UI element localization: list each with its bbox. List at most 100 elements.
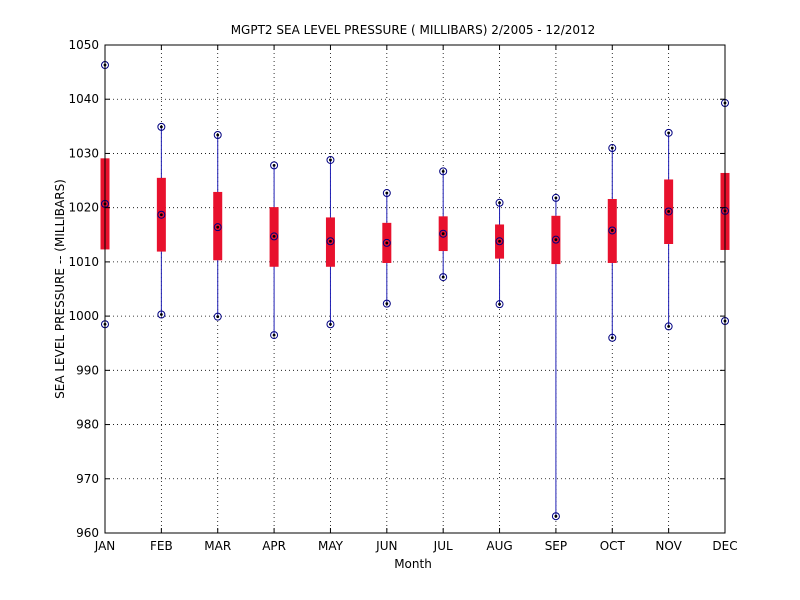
x-tick-label: DEC: [712, 539, 737, 553]
y-tick-label: 1050: [68, 38, 99, 52]
y-tick-label: 1030: [68, 146, 99, 160]
box-feb: [156, 122, 166, 319]
box-mar: [213, 131, 223, 321]
x-tick-label: AUG: [486, 539, 512, 553]
max-marker: [157, 122, 166, 131]
max-marker: [495, 198, 504, 207]
mean-marker-dot: [329, 239, 332, 243]
y-tick-label: 980: [76, 418, 99, 432]
y-tick-label: 990: [76, 363, 99, 377]
min-marker-dot: [272, 333, 276, 337]
box-nov: [664, 128, 674, 331]
max-marker-dot: [610, 146, 614, 150]
chart-title: MGPT2 SEA LEVEL PRESSURE ( MILLIBARS) 2/…: [231, 23, 596, 37]
min-marker: [551, 512, 560, 521]
box-plot-series: [100, 61, 730, 521]
min-marker: [326, 320, 335, 329]
min-marker: [608, 333, 617, 342]
x-tick-label: FEB: [150, 539, 173, 553]
max-marker-dot: [272, 163, 276, 167]
box-sep: [551, 193, 561, 521]
box-apr: [269, 161, 279, 340]
box-jul: [438, 167, 448, 282]
mean-marker: [382, 238, 391, 247]
box-oct: [607, 144, 617, 342]
mean-marker: [157, 210, 166, 219]
max-marker: [270, 161, 279, 170]
grid-lines: [105, 45, 725, 533]
y-axis-label: SEA LEVEL PRESSURE -- (MILLIBARS): [53, 179, 67, 399]
max-marker-dot: [159, 125, 163, 129]
mean-marker-dot: [498, 239, 501, 243]
mean-marker: [551, 235, 560, 244]
min-marker-dot: [667, 325, 671, 328]
max-marker-dot: [498, 201, 501, 205]
max-marker: [551, 193, 560, 202]
max-marker-dot: [554, 196, 558, 200]
x-tick-label: JUL: [433, 539, 453, 553]
box-jun: [382, 189, 392, 308]
x-tick-label: NOV: [655, 539, 682, 553]
x-tick-label: MAY: [318, 539, 344, 553]
mean-marker: [608, 226, 617, 235]
min-marker: [270, 331, 279, 340]
min-marker: [664, 322, 673, 331]
mean-marker: [664, 207, 673, 216]
max-marker-dot: [385, 191, 389, 195]
x-tick-label: MAR: [204, 539, 231, 553]
min-marker-dot: [329, 322, 332, 326]
max-marker-dot: [441, 169, 445, 173]
min-marker: [439, 273, 448, 282]
mean-marker-dot: [554, 238, 558, 242]
min-marker-dot: [610, 336, 614, 340]
max-marker-dot: [329, 158, 332, 162]
box-aug: [495, 198, 505, 309]
max-marker: [213, 131, 222, 140]
min-marker-dot: [385, 302, 389, 306]
plot-frame: [104, 44, 726, 534]
min-marker-dot: [159, 313, 163, 316]
min-marker: [495, 300, 504, 309]
mean-marker: [326, 237, 335, 246]
mean-marker: [439, 229, 448, 238]
x-tick-labels: JAN FEB MAR APR MAY JUN JUL AUG SEP OCT NOV DEC: [94, 45, 738, 553]
mean-marker-dot: [216, 225, 220, 229]
max-marker: [439, 167, 448, 176]
min-marker-dot: [216, 315, 220, 319]
mean-marker: [213, 223, 222, 232]
y-tick-labels: 960 970 980 990 1000 1010 1020 1030 1040 1050: [68, 38, 725, 540]
x-tick-label: OCT: [600, 539, 626, 553]
mean-marker-dot: [159, 213, 163, 217]
y-tick-label: 960: [76, 526, 99, 540]
y-tick-label: 1020: [68, 201, 99, 215]
mean-marker-dot: [610, 229, 614, 232]
box-may: [325, 155, 335, 329]
max-marker-dot: [667, 131, 671, 135]
mean-marker-dot: [441, 232, 445, 236]
min-marker-dot: [498, 302, 501, 306]
x-tick-label: APR: [262, 539, 286, 553]
min-marker-dot: [441, 275, 445, 279]
y-tick-label: 1010: [68, 255, 99, 269]
mean-marker-dot: [667, 210, 671, 213]
mean-marker: [495, 237, 504, 246]
max-marker: [382, 189, 391, 198]
x-tick-label: JUN: [375, 539, 397, 553]
y-tick-label: 1000: [68, 309, 99, 323]
min-marker: [213, 312, 222, 321]
mean-marker: [270, 232, 279, 241]
max-marker: [326, 155, 335, 164]
max-marker: [608, 144, 617, 153]
min-marker: [157, 310, 166, 319]
min-marker: [382, 299, 391, 308]
x-axis-label: Month: [394, 557, 432, 571]
mean-marker-dot: [385, 241, 389, 245]
x-tick-label: JAN: [94, 539, 116, 553]
max-marker-dot: [216, 133, 220, 137]
min-marker-dot: [554, 514, 558, 518]
mean-marker-dot: [272, 235, 276, 238]
max-marker: [664, 128, 673, 137]
x-tick-label: SEP: [545, 539, 567, 553]
y-tick-label: 970: [76, 472, 99, 486]
